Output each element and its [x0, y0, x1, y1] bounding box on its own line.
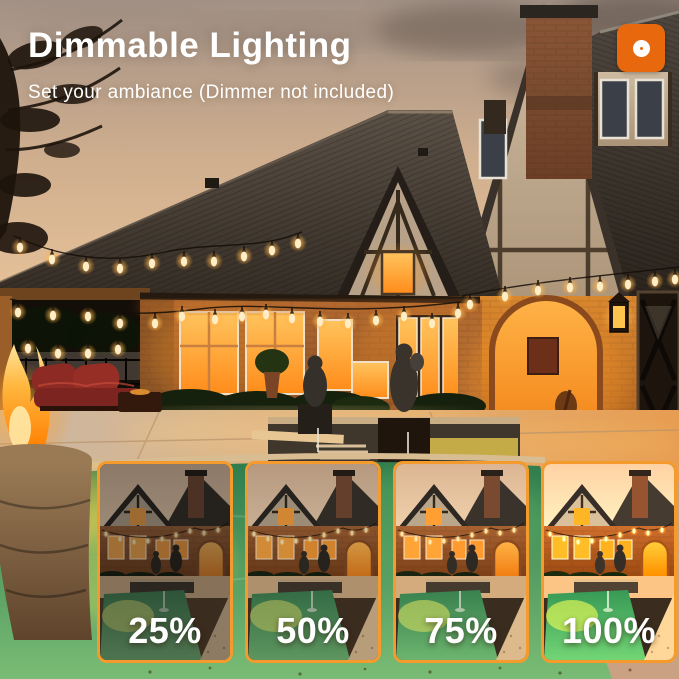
dimmer-levels-row: 25% 50% 75% 100%	[97, 461, 677, 663]
dimmer-level-100: 100%	[541, 461, 677, 663]
header: Dimmable Lighting Set your ambiance (Dim…	[28, 26, 394, 104]
fountain-statues	[298, 343, 430, 462]
dimmer-percent-label: 50%	[276, 610, 350, 651]
brand-logo	[617, 24, 665, 72]
dimmer-level-50: 50%	[245, 461, 381, 663]
page-subtitle: Set your ambiance (Dimmer not included)	[28, 82, 395, 103]
dimmer-percent-label: 25%	[128, 610, 202, 651]
page-title: Dimmable Lighting	[28, 26, 352, 65]
red-lounge-chairs	[31, 363, 162, 412]
eave	[139, 292, 481, 304]
dimmer-level-25: 25%	[97, 461, 233, 663]
tall-gable	[448, 4, 640, 332]
potted-plant	[255, 349, 289, 398]
ring-icon	[632, 39, 650, 57]
center-dormer	[335, 166, 462, 300]
lantern-sconce	[601, 292, 637, 336]
dimmer-level-75: 75%	[393, 461, 529, 663]
dimmer-percent-label: 100%	[561, 610, 657, 651]
upper-windows	[594, 72, 672, 146]
string-lights	[8, 231, 679, 333]
dimmer-percent-label: 75%	[424, 610, 498, 651]
